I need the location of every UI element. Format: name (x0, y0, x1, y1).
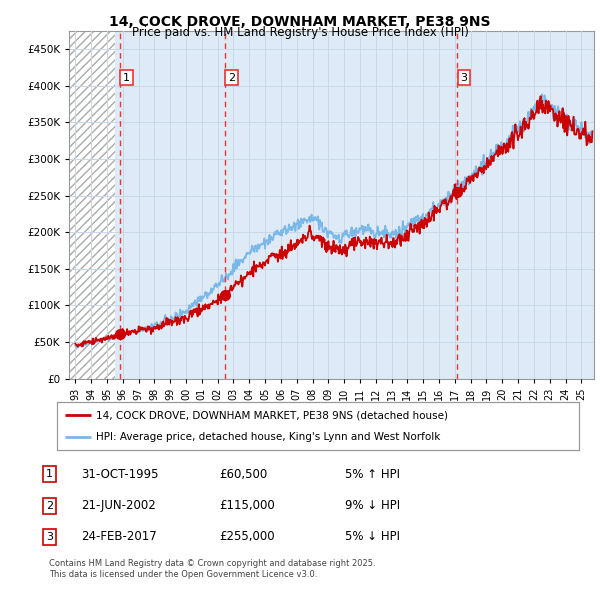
Text: £60,500: £60,500 (219, 468, 267, 481)
Text: 1: 1 (123, 73, 130, 83)
Text: 31-OCT-1995: 31-OCT-1995 (81, 468, 158, 481)
Text: 24-FEB-2017: 24-FEB-2017 (81, 530, 157, 543)
Text: 2: 2 (228, 73, 235, 83)
Text: £255,000: £255,000 (219, 530, 275, 543)
Text: 1: 1 (46, 470, 53, 479)
Text: £115,000: £115,000 (219, 499, 275, 512)
Text: Price paid vs. HM Land Registry's House Price Index (HPI): Price paid vs. HM Land Registry's House … (131, 26, 469, 39)
Text: 5% ↑ HPI: 5% ↑ HPI (345, 468, 400, 481)
Text: 14, COCK DROVE, DOWNHAM MARKET, PE38 9NS (detached house): 14, COCK DROVE, DOWNHAM MARKET, PE38 9NS… (96, 410, 448, 420)
Text: Contains HM Land Registry data © Crown copyright and database right 2025.: Contains HM Land Registry data © Crown c… (49, 559, 376, 568)
Text: 3: 3 (46, 532, 53, 542)
Text: 3: 3 (460, 73, 467, 83)
Text: This data is licensed under the Open Government Licence v3.0.: This data is licensed under the Open Gov… (49, 571, 317, 579)
Text: HPI: Average price, detached house, King's Lynn and West Norfolk: HPI: Average price, detached house, King… (96, 432, 440, 442)
Bar (69, 31, 115, 379)
Text: 5% ↓ HPI: 5% ↓ HPI (345, 530, 400, 543)
Text: 2: 2 (46, 501, 53, 510)
Text: 21-JUN-2002: 21-JUN-2002 (81, 499, 156, 512)
Text: 9% ↓ HPI: 9% ↓ HPI (345, 499, 400, 512)
Text: 14, COCK DROVE, DOWNHAM MARKET, PE38 9NS: 14, COCK DROVE, DOWNHAM MARKET, PE38 9NS (109, 15, 491, 30)
